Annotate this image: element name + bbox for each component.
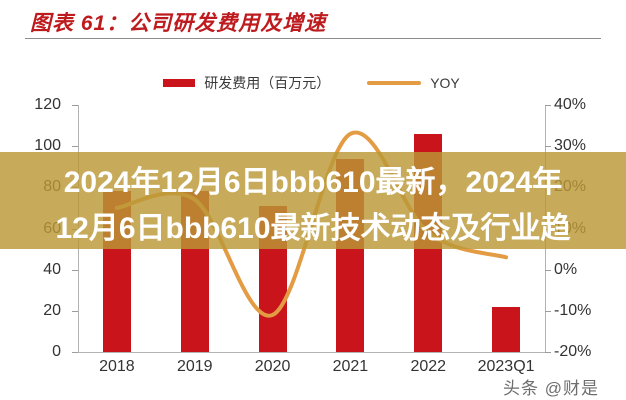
left-axis-tick-label: 0 xyxy=(52,343,61,360)
left-axis-tick xyxy=(72,146,78,147)
x-axis-label: 2022 xyxy=(410,358,447,375)
legend-line-label: YOY xyxy=(430,75,460,91)
right-axis-tick-label: 40% xyxy=(554,96,587,113)
chart-title: 图表 61：公司研发费用及增速 xyxy=(30,12,327,35)
title-divider xyxy=(25,38,601,39)
overlay-text-line1: 2024年12月6日bbb610最新，2024年 xyxy=(63,166,563,199)
x-axis-label: 2020 xyxy=(254,358,291,375)
left-axis-tick xyxy=(72,105,78,106)
x-axis-line xyxy=(78,352,545,353)
right-axis-tick-label: 0% xyxy=(554,261,578,278)
legend-bar-label: 研发费用（百万元） xyxy=(204,75,331,91)
legend-line-swatch xyxy=(367,81,422,85)
overlay-banner: 2024年12月6日bbb610最新，2024年 12月6日bbb610最新技术… xyxy=(0,152,626,249)
x-axis-label: 2021 xyxy=(332,358,369,375)
legend: 研发费用（百万元） YOY xyxy=(78,73,545,93)
left-axis-tick xyxy=(72,352,78,353)
x-axis-label: 2018 xyxy=(99,358,135,375)
left-axis-tick-label: 120 xyxy=(34,96,61,113)
left-axis-tick xyxy=(72,311,78,312)
legend-bar-swatch xyxy=(163,79,196,87)
right-axis-tick xyxy=(545,352,551,353)
right-axis-tick-label: -20% xyxy=(554,343,592,360)
x-axis-label: 2023Q1 xyxy=(477,358,535,375)
right-axis-tick xyxy=(545,105,551,106)
right-axis-tick xyxy=(545,270,551,271)
right-axis-tick-label: 30% xyxy=(554,137,587,154)
left-axis-tick-label: 20 xyxy=(43,302,61,319)
right-axis-tick-label: -10% xyxy=(554,302,592,319)
watermark: 头条 @财是 xyxy=(503,379,599,398)
left-axis-tick-label: 100 xyxy=(34,137,61,154)
x-axis-label: 2019 xyxy=(176,358,213,375)
rd-expense-bar xyxy=(492,306,521,352)
overlay-text-line2: 12月6日bbb610最新技术动态及行业趋 xyxy=(55,212,571,245)
left-axis-tick xyxy=(72,270,78,271)
right-axis-tick xyxy=(545,146,551,147)
left-axis-tick-label: 40 xyxy=(43,261,61,278)
right-axis-tick xyxy=(545,311,551,312)
